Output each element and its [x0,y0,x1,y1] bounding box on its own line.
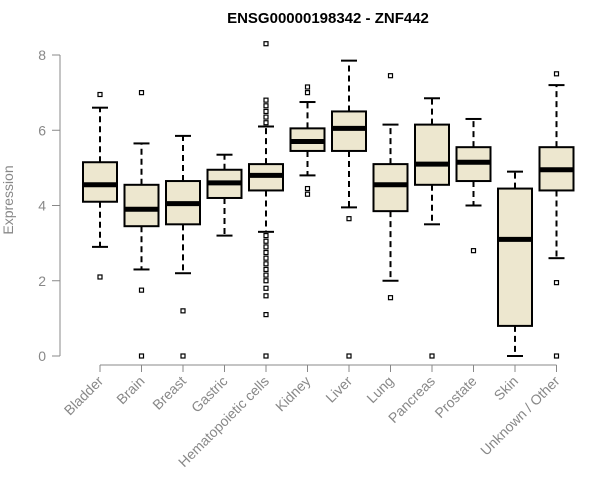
outlier-point [263,41,269,47]
plot-area [82,41,575,359]
outlier-point [180,308,186,314]
y-tick-label: 0 [38,348,46,364]
outlier-point [263,255,269,261]
outlier-point [263,97,269,103]
outlier-point [263,114,269,120]
x-tick-label: Lung [363,373,396,406]
outlier-point [553,71,560,77]
outlier-point [263,278,269,284]
outlier-point [346,216,352,222]
outlier-point [304,90,311,96]
outlier-point [553,353,560,359]
outlier-point [138,90,145,96]
x-tick-label: Unknown / Other [477,373,563,459]
outlier-point [97,274,103,280]
iqr-box [82,161,118,203]
outlier-point [263,108,269,115]
outlier-point [346,353,352,359]
box-gastric [206,153,243,237]
box-breast [165,134,201,359]
outlier-point [263,285,269,291]
y-tick-label: 4 [38,198,46,214]
outlier-point [470,248,477,254]
outlier-point [263,120,269,126]
outlier-point [263,272,269,278]
iqr-box [372,163,409,213]
outlier-point [304,185,311,192]
outlier-point [263,103,269,109]
y-tick-label: 2 [38,273,46,289]
box-kidney [289,84,326,197]
iqr-box [331,110,367,152]
y-axis: 0 2 4 6 8 [38,47,61,364]
outlier-point [429,353,435,359]
outlier-point [180,353,186,359]
outlier-point [263,249,269,256]
outlier-point [263,293,269,299]
outlier-point [387,295,394,301]
iqr-box [497,187,533,327]
box-lung [372,73,409,301]
x-tick-label: Liver [322,373,355,406]
outlier-point [304,191,311,197]
outlier-point [263,238,269,244]
outlier-point [263,312,269,318]
x-tick-label: Kidney [272,373,314,415]
y-axis-label: Expression [0,165,16,234]
outlier-point [553,280,560,286]
outlier-point [97,91,103,98]
outlier-point [263,261,269,267]
box-skin [497,170,533,357]
x-tick-label: Brain [113,373,147,407]
outlier-point [263,266,269,273]
outlier-point [263,233,269,239]
outlier-point [304,84,311,90]
y-tick-label: 8 [38,47,46,63]
box-liver [331,59,367,359]
box-hematopoietic-cells [248,41,284,359]
x-tick-label: Bladder [61,373,107,419]
iqr-box [414,123,450,186]
box-brain [123,90,160,359]
box-bladder [82,91,118,280]
outlier-point [263,244,269,250]
iqr-box [123,183,160,228]
x-tick-label: Breast [149,373,189,413]
x-tick-label: Prostate [431,373,479,421]
y-tick-label: 6 [38,122,46,138]
chart-title: ENSG00000198342 - ZNF442 [227,10,429,27]
box-prostate [455,117,492,254]
outlier-point [138,353,145,359]
x-tick-label: Skin [491,373,522,404]
outlier-point [263,353,269,359]
box-unknown-other [538,71,575,359]
box-pancreas [414,97,450,359]
outlier-point [138,287,145,293]
outlier-point [387,73,394,79]
